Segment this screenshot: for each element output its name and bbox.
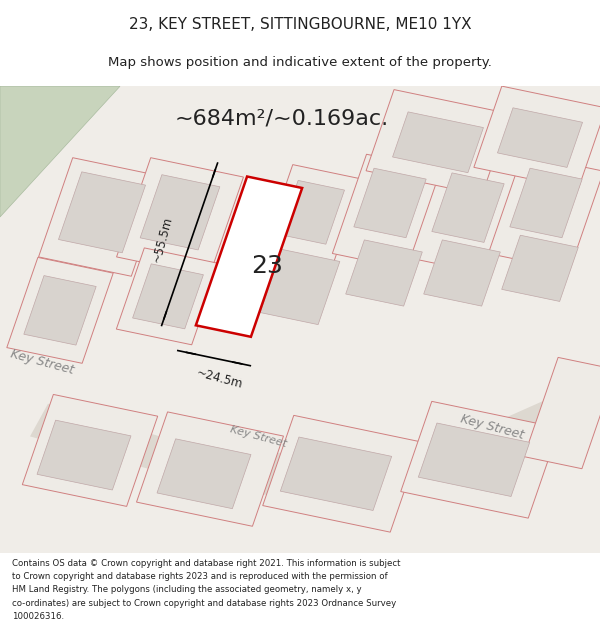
Text: to Crown copyright and database rights 2023 and is reproduced with the permissio: to Crown copyright and database rights 2… — [12, 572, 388, 581]
Polygon shape — [502, 235, 578, 301]
Polygon shape — [133, 264, 203, 329]
Text: Contains OS data © Crown copyright and database right 2021. This information is : Contains OS data © Crown copyright and d… — [12, 559, 401, 568]
Polygon shape — [418, 423, 530, 496]
Polygon shape — [140, 175, 220, 250]
Polygon shape — [332, 154, 448, 271]
Polygon shape — [354, 168, 426, 238]
Text: 23: 23 — [251, 254, 283, 278]
Polygon shape — [524, 357, 600, 469]
Text: 100026316.: 100026316. — [12, 612, 64, 621]
Polygon shape — [346, 240, 422, 306]
Polygon shape — [432, 173, 504, 242]
Polygon shape — [401, 401, 559, 518]
Polygon shape — [24, 276, 96, 345]
Polygon shape — [157, 439, 251, 509]
Polygon shape — [22, 394, 158, 506]
Polygon shape — [116, 158, 244, 276]
Polygon shape — [196, 176, 302, 337]
Polygon shape — [263, 416, 421, 532]
Polygon shape — [262, 164, 362, 269]
Polygon shape — [116, 248, 220, 345]
Polygon shape — [260, 249, 340, 324]
Polygon shape — [252, 376, 600, 497]
Text: HM Land Registry. The polygons (including the associated geometry, namely x, y: HM Land Registry. The polygons (includin… — [12, 586, 362, 594]
Polygon shape — [366, 89, 510, 195]
Text: Map shows position and indicative extent of the property.: Map shows position and indicative extent… — [108, 56, 492, 69]
Text: 23, KEY STREET, SITTINGBOURNE, ME10 1YX: 23, KEY STREET, SITTINGBOURNE, ME10 1YX — [128, 17, 472, 32]
Text: ~24.5m: ~24.5m — [196, 367, 245, 391]
Polygon shape — [30, 404, 390, 497]
Polygon shape — [38, 158, 166, 276]
Polygon shape — [137, 412, 283, 526]
Polygon shape — [7, 258, 113, 363]
Text: ~684m²/~0.169ac.: ~684m²/~0.169ac. — [175, 109, 389, 129]
Polygon shape — [280, 181, 344, 244]
Text: Key Street: Key Street — [229, 424, 287, 449]
Polygon shape — [510, 168, 582, 238]
Polygon shape — [0, 86, 120, 217]
Polygon shape — [58, 172, 146, 252]
Text: Key Street: Key Street — [459, 412, 525, 442]
Polygon shape — [488, 154, 600, 271]
Text: co-ordinates) are subject to Crown copyright and database rights 2023 Ordnance S: co-ordinates) are subject to Crown copyr… — [12, 599, 396, 608]
Text: ~55.5m: ~55.5m — [150, 215, 175, 264]
Polygon shape — [37, 420, 131, 490]
Polygon shape — [410, 159, 526, 275]
Text: Key Street: Key Street — [9, 347, 75, 376]
Polygon shape — [424, 240, 500, 306]
Polygon shape — [280, 437, 392, 511]
Polygon shape — [392, 112, 484, 173]
Polygon shape — [497, 107, 583, 168]
Polygon shape — [474, 86, 600, 189]
